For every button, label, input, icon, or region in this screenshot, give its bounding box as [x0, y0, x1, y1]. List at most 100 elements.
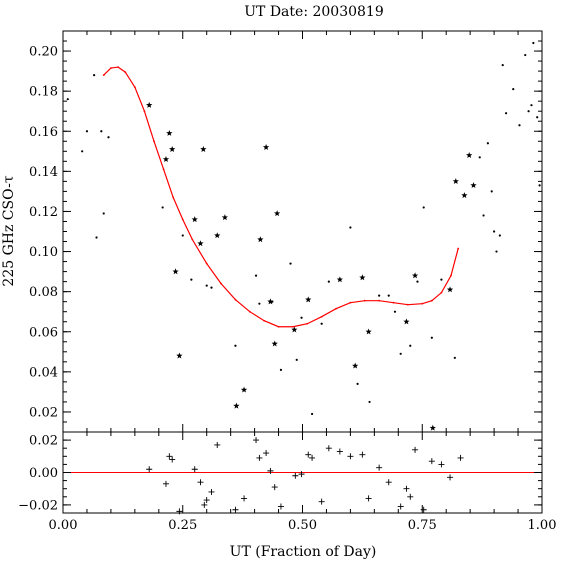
- fit-curve-dots: [102, 66, 460, 328]
- dot-point-15: [258, 302, 261, 305]
- series-star: [146, 101, 477, 431]
- fit-dot-13: [234, 298, 237, 301]
- star-point-14: [262, 143, 270, 150]
- dot-point-27: [378, 294, 381, 297]
- dot-point-20: [300, 316, 303, 319]
- y-tick-label: 0.18: [29, 85, 58, 100]
- dot-point-11: [205, 284, 208, 287]
- residual-point-21: [305, 451, 312, 458]
- dot-point-34: [430, 336, 433, 339]
- dot-point-28: [387, 294, 390, 297]
- residual-point-29: [376, 464, 383, 471]
- dot-point-39: [486, 142, 489, 145]
- star-point-23: [365, 328, 372, 335]
- fit-dot-29: [450, 274, 452, 277]
- dot-point-8: [161, 206, 164, 209]
- residual-point-39: [457, 454, 464, 461]
- dot-point-50: [530, 104, 533, 107]
- y-tick-label: 0.12: [29, 205, 58, 220]
- dot-point-52: [536, 116, 539, 119]
- x-axis-label: UT (Fraction of Day): [230, 544, 377, 560]
- dot-point-10: [190, 278, 193, 281]
- fit-dot-26: [421, 302, 424, 305]
- fit-dot-11: [205, 262, 208, 265]
- dot-point-22: [320, 322, 323, 325]
- residual-point-18: [277, 503, 284, 510]
- fit-dot-12: [220, 282, 222, 285]
- star-point-7: [197, 240, 204, 247]
- star-point-27: [446, 286, 454, 293]
- star-point-30: [466, 152, 473, 158]
- residual-point-36: [428, 458, 435, 465]
- residual-point-25: [336, 448, 343, 455]
- residual-point-35: [420, 506, 427, 513]
- star-point-13: [257, 236, 264, 243]
- star-point-28: [452, 178, 459, 185]
- dot-point-36: [453, 356, 456, 359]
- star-point-6: [191, 216, 198, 223]
- fit-dot-21: [349, 301, 352, 304]
- fit-dot-24: [392, 301, 395, 304]
- fit-dot-5: [143, 110, 146, 113]
- series-dot: [66, 41, 541, 416]
- dot-point-41: [493, 230, 496, 233]
- dot-point-5: [100, 130, 103, 133]
- dot-point-32: [416, 280, 419, 283]
- fit-dot-3: [124, 71, 127, 74]
- dot-point-9: [181, 234, 184, 237]
- fit-dot-20: [335, 307, 337, 310]
- fit-dot-30: [457, 247, 460, 250]
- x-tick-label: 0.00: [49, 518, 78, 533]
- fit-dot-8: [172, 196, 175, 199]
- residual-point-31: [397, 503, 404, 510]
- star-point-21: [352, 362, 359, 369]
- residual-point-11: [232, 506, 239, 513]
- dot-point-37: [478, 156, 481, 159]
- dot-point-51: [532, 41, 535, 45]
- fit-dot-19: [320, 315, 323, 318]
- residual-point-32: [403, 485, 410, 492]
- star-point-12: [240, 386, 248, 393]
- y-tick-label: 0.06: [29, 325, 58, 340]
- fit-dot-6: [153, 140, 155, 143]
- y-tick-label: 0.20: [29, 45, 58, 60]
- residual-point-10: [214, 441, 221, 448]
- star-point-25: [411, 272, 419, 279]
- residual-point-12: [241, 495, 248, 502]
- resid-y-tick-label: −0.02: [18, 498, 58, 513]
- residual-point-2: [166, 453, 173, 460]
- fit-dot-25: [406, 303, 409, 306]
- main-plot-frame: [62, 30, 543, 433]
- fit-dot-9: [181, 218, 184, 221]
- dot-point-26: [368, 400, 371, 404]
- residual-point-37: [438, 461, 445, 468]
- residual-point-24: [325, 445, 332, 452]
- star-point-18: [291, 326, 298, 333]
- residual-point-22: [309, 454, 316, 461]
- dot-point-2: [85, 130, 89, 133]
- star-point-24: [403, 318, 410, 325]
- fit-dot-17: [292, 325, 294, 328]
- dot-point-0: [66, 98, 69, 101]
- resid-y-tick-label: 0.02: [29, 434, 58, 449]
- y-tick-label: 0.08: [29, 285, 58, 300]
- residual-point-30: [385, 479, 392, 486]
- star-point-17: [273, 210, 281, 217]
- residual-point-8: [203, 497, 210, 504]
- x-tick-label: 0.25: [168, 518, 197, 533]
- star-point-11: [233, 402, 240, 409]
- fit-dot-23: [378, 299, 381, 302]
- dot-point-40: [490, 190, 493, 193]
- y-tick-label: 0.14: [29, 165, 58, 180]
- residual-point-20: [298, 471, 305, 478]
- residual-point-28: [365, 495, 372, 502]
- dot-point-31: [409, 344, 412, 347]
- star-point-4: [172, 268, 179, 275]
- dot-point-33: [422, 206, 425, 209]
- dot-point-46: [512, 88, 515, 91]
- residual-point-5: [191, 466, 198, 473]
- dot-point-30: [399, 352, 402, 355]
- x-tick-label: 0.50: [288, 518, 317, 533]
- dot-point-13: [234, 344, 237, 347]
